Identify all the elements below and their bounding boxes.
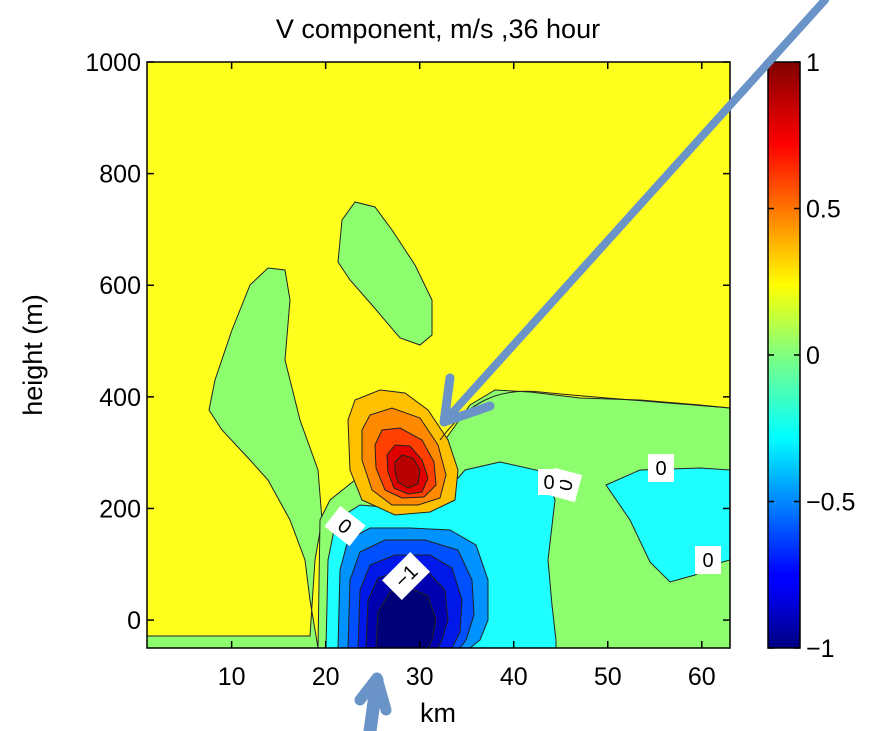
contour-label: 0 [324,505,366,547]
colorbar-tick-label: 0 [806,342,820,370]
y-tick-label: 1000 [85,49,141,77]
y-axis: 0 200 400 600 800 1000 [85,49,730,635]
x-axis: 10 20 30 40 50 60 [218,62,716,691]
y-tick-label: 200 [99,495,141,523]
contour-labels: 0 0 0 0 0 −1 [324,454,721,601]
x-tick-label: 30 [406,663,434,691]
contour-label: 0 [538,469,560,495]
x-tick-label: 10 [218,663,246,691]
fill-positive-level-5 [394,454,421,489]
colorbar-tick-label: −1 [806,635,835,663]
colorbar-tick-label: −0.5 [806,489,855,517]
colorbar-tick-label: 1 [806,49,820,77]
x-tick-label: 50 [594,663,622,691]
fill-negative-level-5 [375,587,437,648]
y-tick-label: 0 [127,607,141,635]
x-tick-label: 20 [312,663,340,691]
arrow-annotation-top [439,0,829,427]
y-tick-label: 400 [99,384,141,412]
svg-text:0: 0 [655,458,666,480]
contour-label: 0 [695,546,721,574]
contour-fills [147,62,730,648]
y-tick-label: 600 [99,272,141,300]
svg-text:0: 0 [702,550,713,572]
svg-text:0: 0 [543,470,554,492]
colorbar-ticks: −1 −0.5 0 0.5 1 [768,49,855,663]
y-axis-label: height (m) [18,294,48,416]
x-axis-label: km [420,698,456,728]
x-tick-label: 60 [688,663,716,691]
contour-label: 0 [648,454,674,482]
chart-title: V component, m/s ,36 hour [276,14,600,44]
plot-frame [146,61,731,649]
fill-zero-upper-blob [337,201,433,346]
arrow-annotation-bottom [354,672,392,731]
y-tick-label: 800 [99,161,141,189]
colorbar-tick-label: 0.5 [806,196,841,224]
x-tick-label: 40 [500,663,528,691]
